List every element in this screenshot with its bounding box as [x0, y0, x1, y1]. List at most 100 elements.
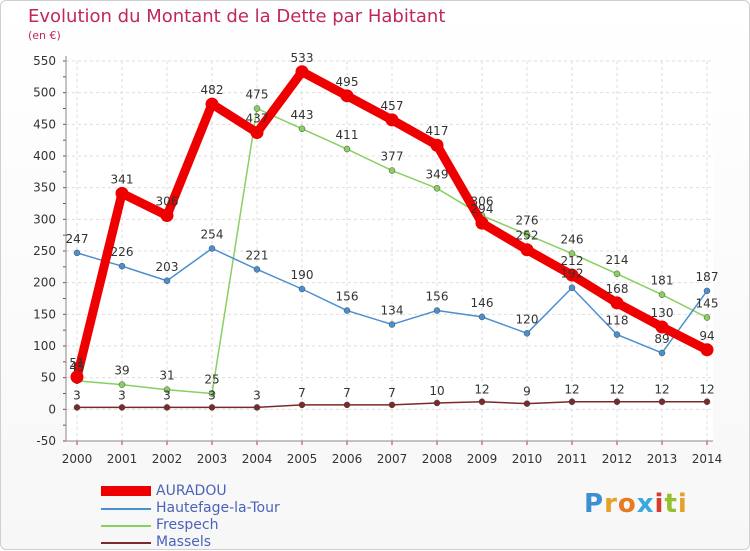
data-label-frespech: 145: [696, 297, 719, 311]
data-label-hautefage: 187: [696, 270, 719, 284]
data-point-massels: [253, 404, 261, 411]
data-point-frespech: [298, 125, 306, 133]
data-label-auradou: 437: [246, 112, 269, 126]
data-label-frespech: 214: [606, 253, 629, 267]
data-point-massels: [118, 404, 126, 411]
data-label-auradou: 341: [111, 172, 134, 186]
data-point-auradou: [610, 296, 624, 310]
data-point-massels: [568, 398, 576, 405]
data-label-hautefage: 190: [291, 268, 314, 282]
data-label-frespech: 475: [246, 88, 269, 102]
data-label-frespech: 349: [426, 167, 449, 181]
data-label-auradou: 94: [699, 329, 714, 343]
logo-letter: r: [604, 489, 618, 519]
y-tick-label: 50: [41, 371, 56, 385]
legend-label-massels: Massels: [156, 534, 212, 550]
data-label-hautefage: 120: [516, 312, 539, 326]
data-label-auradou: 130: [651, 306, 674, 320]
y-tick-label: 350: [33, 181, 56, 195]
y-tick-label: -50: [36, 434, 56, 448]
data-label-massels: 3: [253, 388, 261, 402]
logo-letter: i: [654, 489, 665, 519]
x-tick-label: 2010: [512, 452, 543, 466]
data-label-frespech: 443: [291, 108, 314, 122]
data-point-massels: [703, 398, 711, 405]
y-tick-label: 300: [33, 212, 56, 226]
data-point-auradou: [160, 209, 174, 223]
x-tick-label: 2011: [557, 452, 588, 466]
data-label-auradou: 212: [561, 254, 584, 268]
logo-letter: t: [664, 489, 678, 519]
legend-swatch-auradou: [101, 486, 151, 496]
data-label-massels: 12: [564, 383, 579, 397]
data-point-frespech: [568, 250, 576, 257]
data-point-massels: [343, 401, 351, 409]
data-point-hautefage: [163, 277, 171, 285]
data-label-auradou: 294: [471, 202, 494, 216]
data-point-massels: [658, 398, 666, 405]
data-label-massels: 7: [343, 386, 351, 400]
data-point-auradou: [250, 126, 264, 140]
x-tick-label: 2012: [602, 452, 633, 466]
data-label-hautefage: 192: [561, 267, 584, 281]
x-tick-label: 2000: [62, 452, 93, 466]
data-point-auradou: [205, 97, 219, 111]
data-label-auradou: 252: [516, 229, 539, 243]
data-point-massels: [388, 401, 396, 409]
data-point-massels: [478, 398, 486, 405]
data-point-frespech: [118, 381, 126, 388]
data-label-massels: 12: [699, 383, 714, 397]
y-tick-label: 100: [33, 339, 56, 353]
data-label-massels: 7: [388, 386, 396, 400]
data-label-auradou: 51: [69, 356, 84, 370]
data-point-massels: [298, 401, 306, 409]
x-tick-label: 2004: [242, 452, 273, 466]
data-point-frespech: [163, 386, 171, 393]
data-label-massels: 3: [163, 388, 171, 402]
legend-swatch-frespech: [101, 525, 151, 527]
data-point-hautefage: [523, 330, 531, 337]
legend-label-frespech: Frespech: [156, 517, 219, 533]
data-label-hautefage: 221: [246, 248, 269, 262]
data-point-auradou: [475, 216, 489, 230]
data-point-massels: [208, 404, 216, 411]
logo-letter: o: [617, 489, 637, 519]
data-point-frespech: [703, 314, 711, 321]
logo-letter: i: [677, 489, 688, 519]
data-point-hautefage: [433, 307, 441, 314]
data-label-hautefage: 247: [66, 232, 89, 246]
data-label-hautefage: 156: [336, 290, 359, 304]
y-tick-label: 450: [33, 117, 56, 131]
data-label-massels: 12: [609, 383, 624, 397]
data-label-hautefage: 89: [654, 332, 669, 346]
data-label-massels: 12: [654, 383, 669, 397]
y-tick-label: 0: [48, 402, 56, 416]
data-label-frespech: 31: [159, 369, 174, 383]
data-point-hautefage: [658, 349, 666, 357]
y-tick-label: 550: [33, 54, 56, 68]
data-point-hautefage: [253, 266, 261, 273]
y-tick-label: 250: [33, 244, 56, 258]
data-label-hautefage: 203: [156, 260, 179, 274]
data-label-frespech: 306: [471, 195, 494, 209]
x-tick-label: 2008: [422, 452, 453, 466]
data-point-massels: [613, 398, 621, 405]
data-point-hautefage: [703, 287, 711, 295]
legend-swatch-massels: [101, 542, 151, 544]
data-label-massels: 3: [208, 388, 216, 402]
data-point-frespech: [658, 291, 666, 298]
data-label-auradou: 417: [426, 124, 449, 138]
data-label-frespech: 181: [651, 274, 674, 288]
data-point-frespech: [613, 270, 621, 278]
data-point-auradou: [295, 65, 309, 79]
x-tick-label: 2007: [377, 452, 408, 466]
data-point-auradou: [385, 113, 399, 127]
data-point-hautefage: [343, 307, 351, 314]
data-point-hautefage: [118, 262, 126, 270]
data-label-frespech: 45: [69, 360, 84, 374]
y-tick-label: 200: [33, 276, 56, 290]
data-label-massels: 3: [118, 388, 126, 402]
logo-letter: x: [636, 489, 655, 519]
data-label-hautefage: 134: [381, 303, 404, 317]
